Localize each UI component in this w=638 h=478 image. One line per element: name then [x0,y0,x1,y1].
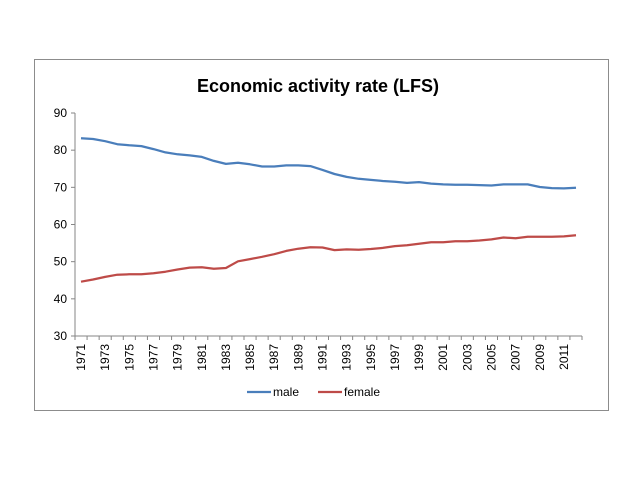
line-chart: Economic activity rate (LFS) 30 40 50 60 70 8… [54,76,583,399]
x-tick-label: 1975 [122,344,136,371]
y-tick-label: 60 [54,218,68,232]
legend-label-male: male [273,385,299,399]
y-tick-label: 70 [54,180,68,194]
x-tick-label: 1985 [243,344,257,371]
x-tick-label: 1991 [315,344,329,371]
y-tick-label: 80 [54,143,68,157]
legend: male female [247,385,380,399]
x-tick-label: 2011 [557,344,571,370]
y-tick-label: 50 [54,255,68,269]
x-tick-label: 1989 [291,344,305,371]
series-layer [80,137,577,283]
chart-area: Economic activity rate (LFS) 30 40 50 60 70 8… [34,59,609,411]
x-tick-label: 1997 [388,344,402,371]
x-tick-label: 2001 [436,344,450,371]
y-tick-label: 30 [54,329,68,343]
x-tick-label: 2007 [509,344,523,371]
x-tick-label: 2009 [533,344,547,371]
x-tick-label: 1977 [146,344,160,371]
series-line-female [80,234,577,283]
x-tick-label: 2003 [460,344,474,371]
x-tick-label: 1987 [267,344,281,371]
y-tick-label: 40 [54,292,68,306]
x-tick-label: 1983 [219,344,233,371]
x-tick-label: 1973 [98,344,112,371]
x-tick-label: 1979 [171,344,185,371]
series-line-male [80,137,577,190]
axes: 30 40 50 60 70 80 90 1971 1973 1975 1977 1979 1981 19… [54,106,583,371]
legend-label-female: female [344,385,380,399]
x-tick-label: 1981 [195,344,209,371]
x-tick-label: 2005 [484,344,498,371]
x-tick-label: 1999 [412,344,426,371]
x-tick-label: 1995 [364,344,378,371]
x-tick-label: 1993 [340,344,354,371]
chart-title: Economic activity rate (LFS) [197,76,439,96]
x-tick-label: 1971 [74,344,88,371]
y-tick-label: 90 [54,106,68,120]
